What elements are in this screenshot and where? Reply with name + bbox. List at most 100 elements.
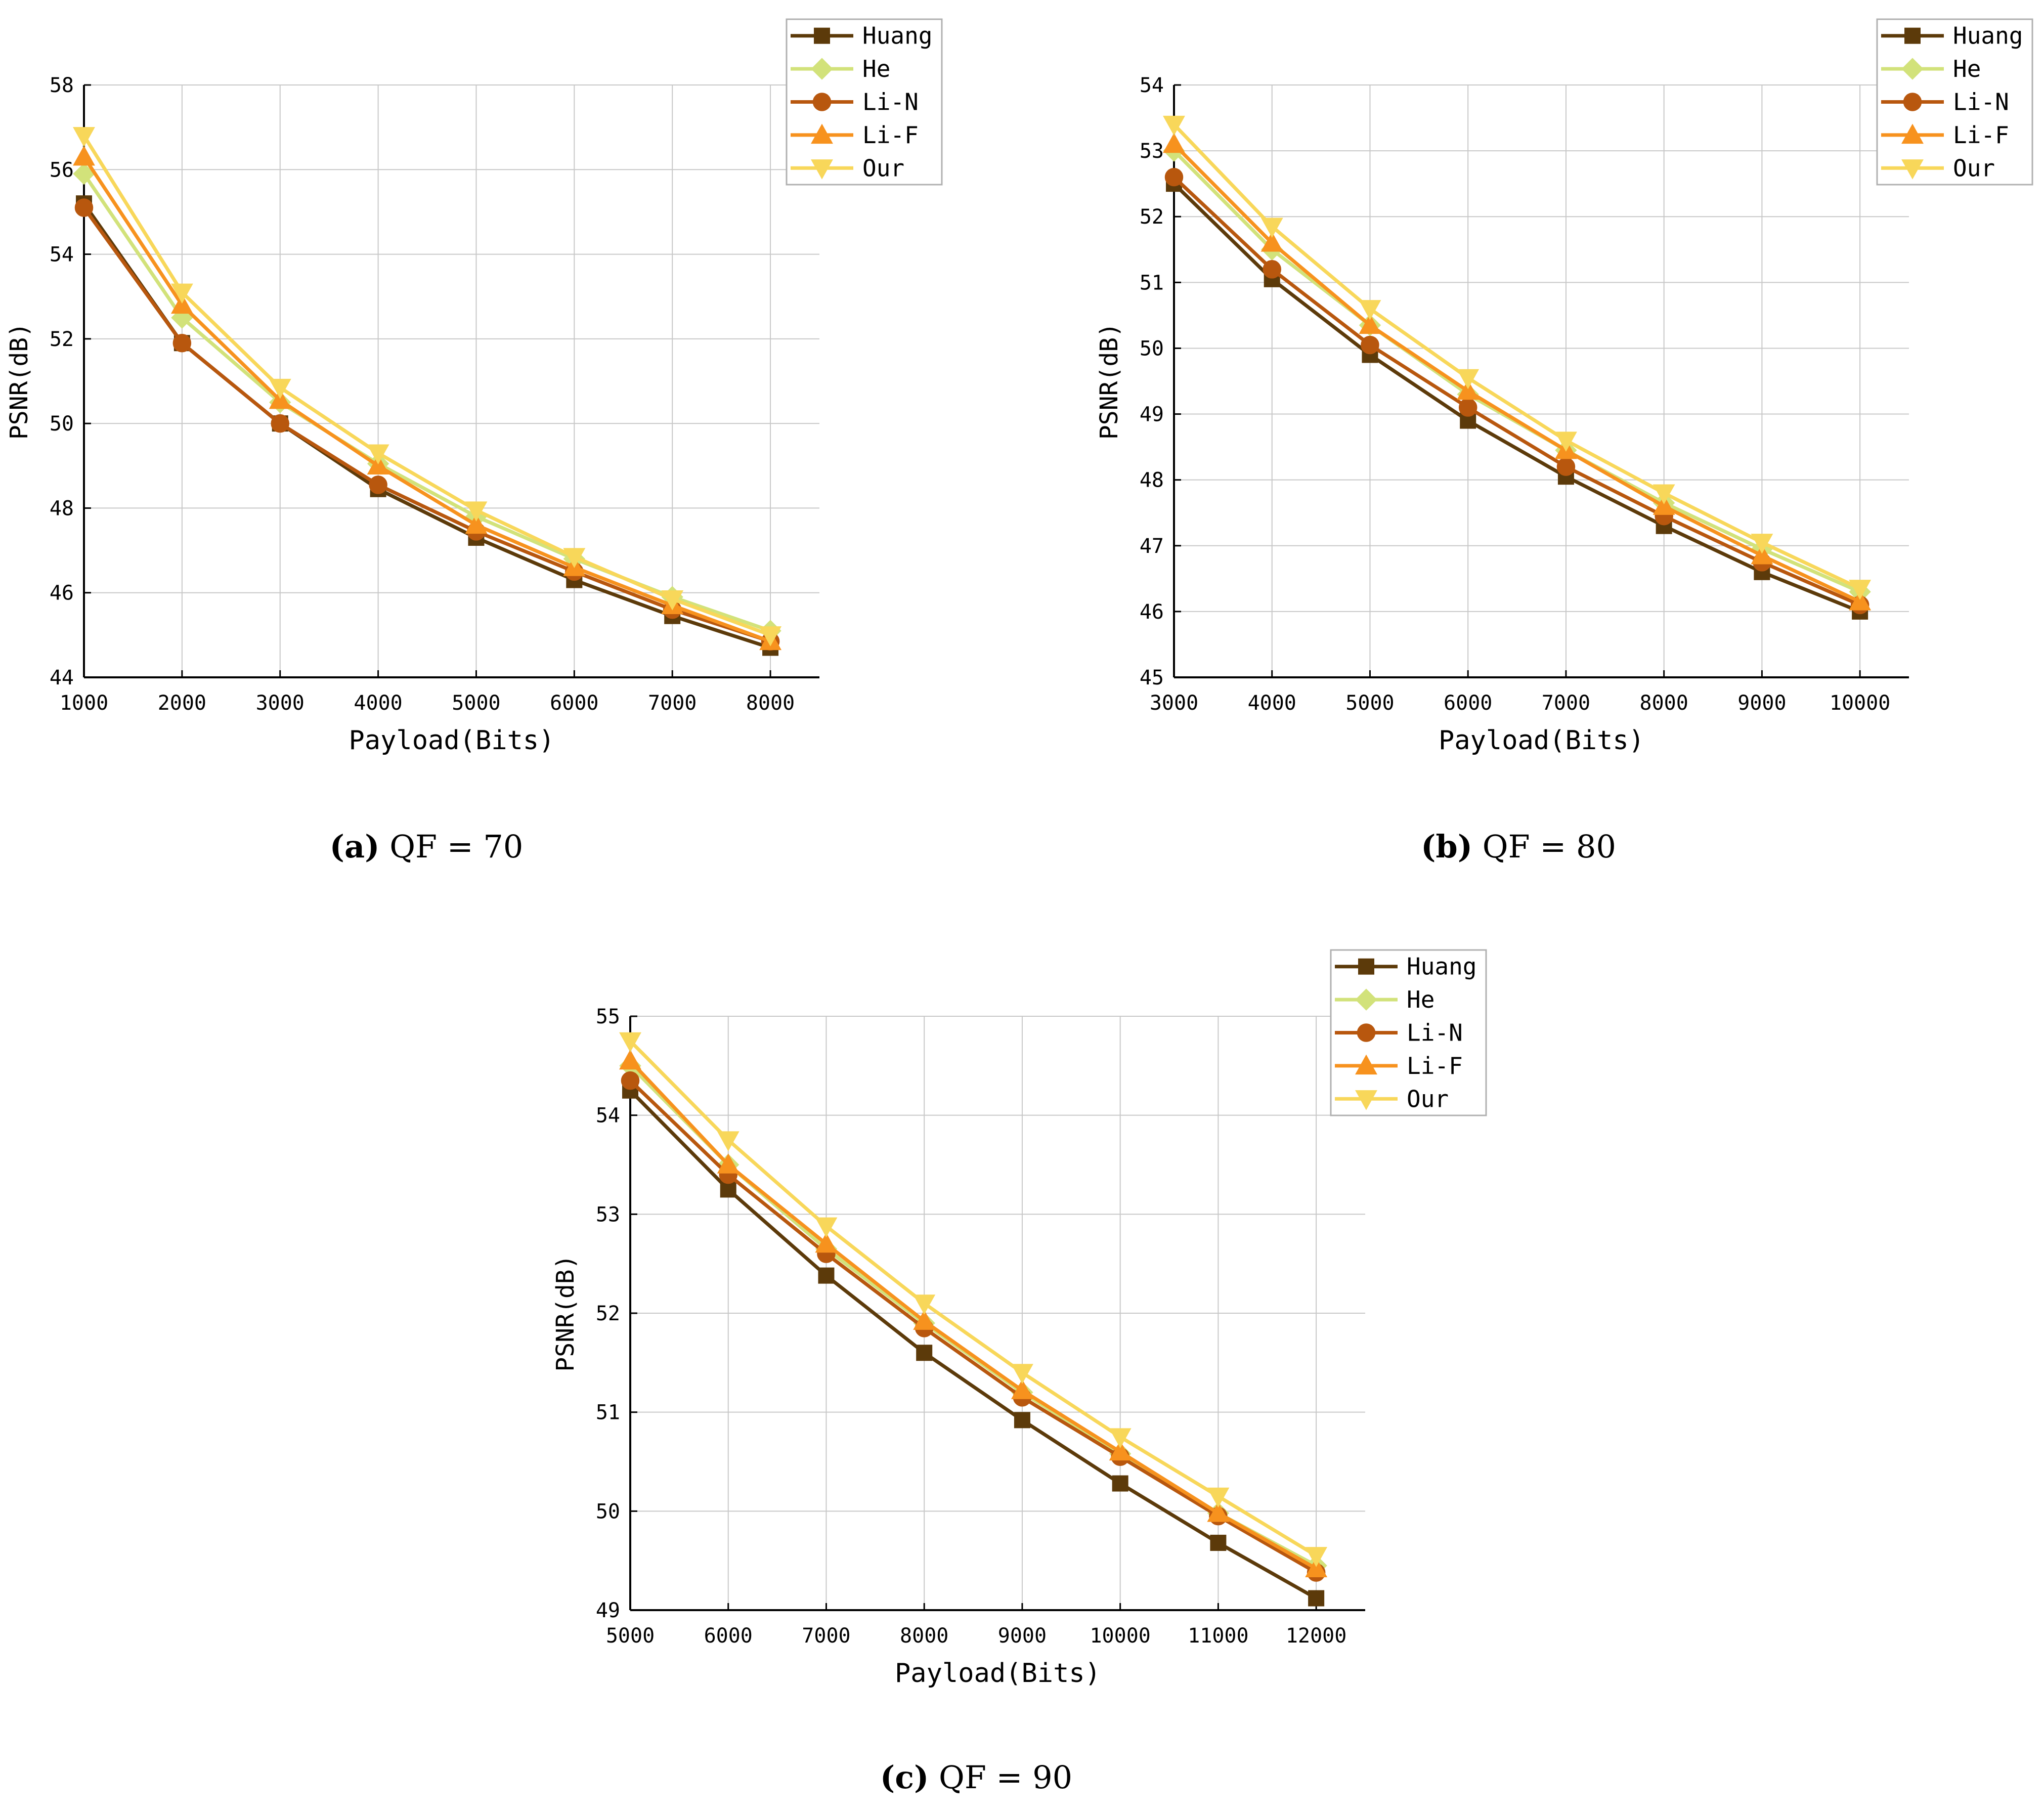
series-he	[73, 162, 781, 642]
x-tick-label: 9000	[1737, 692, 1786, 715]
series-our	[619, 1032, 1328, 1567]
y-tick-label: 52	[596, 1302, 620, 1325]
legend-marker	[1355, 1054, 1377, 1075]
data-point	[1849, 590, 1872, 611]
grid	[1174, 84, 1909, 677]
data-point	[1109, 1440, 1132, 1461]
legend-item-li-f: Li-F	[1335, 1052, 1463, 1079]
y-tick-label: 54	[50, 243, 74, 267]
legend-item-our: Our	[1335, 1085, 1449, 1112]
chart-panel-1: 1000 2000 3000 4000 5000 6000 7000 8000 44 46 48 50…	[5, 18, 943, 865]
x-tick-label: 7000	[802, 1624, 850, 1648]
legend: Huang He Li-N Li-F Our	[1876, 18, 2033, 186]
y-tick-label: 54	[1140, 74, 1164, 97]
y-tick-label: 48	[1140, 469, 1164, 492]
data-point	[913, 1294, 936, 1315]
series-li-n	[74, 198, 780, 651]
data-point	[818, 1267, 835, 1284]
data-point	[269, 388, 291, 409]
series-huang	[1166, 176, 1868, 620]
data-point	[720, 1181, 736, 1198]
data-point	[1163, 115, 1185, 136]
data-point	[172, 333, 192, 353]
data-point	[1207, 1487, 1230, 1508]
y-tick-label: 45	[1140, 666, 1164, 689]
series-huang	[622, 1082, 1325, 1607]
legend-label: Huang	[862, 22, 932, 50]
legend-item-li-f: Li-F	[791, 121, 919, 149]
data-point	[1014, 1412, 1030, 1429]
x-tick-label: 3000	[1150, 692, 1198, 715]
data-point	[717, 1131, 740, 1151]
legend-item-he: He	[1881, 55, 1981, 82]
panel-caption: (b) QF = 80	[1421, 828, 1616, 865]
series-line	[82, 172, 771, 633]
data-point	[367, 454, 389, 474]
legend-marker	[1901, 123, 1924, 144]
legend-marker	[1355, 1090, 1377, 1110]
y-tick-label: 44	[50, 666, 74, 689]
legend-marker	[814, 27, 830, 44]
y-tick-label: 53	[1140, 140, 1164, 163]
panel-caption-text: QF = 70	[380, 828, 524, 865]
legend-item-he: He	[1335, 986, 1434, 1013]
legend-marker	[1355, 988, 1377, 1011]
legend-item-our: Our	[1881, 154, 1995, 182]
data-point	[916, 1345, 933, 1361]
x-tick-label: 9000	[998, 1624, 1047, 1648]
data-point	[619, 1032, 641, 1053]
data-point	[170, 283, 193, 304]
data-point	[369, 476, 387, 494]
legend-marker	[812, 93, 832, 111]
legend-item-li-n: Li-N	[1881, 89, 2009, 116]
legend: Huang He Li-N Li-F Our	[786, 18, 943, 186]
chart-panel-3: 5000 6000 7000 8000 9000 10000 11000 12000 49 50 5…	[551, 949, 1487, 1796]
y-axis-label: PSNR(dB)	[551, 1255, 580, 1371]
y-tick-label: 51	[596, 1401, 620, 1424]
data-point	[1260, 231, 1283, 252]
data-point	[563, 548, 586, 568]
x-tick-label: 5000	[452, 692, 500, 715]
data-point	[465, 501, 488, 522]
data-point	[759, 626, 782, 646]
series-line	[82, 135, 771, 637]
data-point	[1849, 580, 1872, 600]
data-point	[74, 198, 94, 217]
y-tick-label: 50	[50, 412, 74, 436]
y-axis-label: PSNR(dB)	[1095, 323, 1123, 440]
legend-label: He	[862, 55, 890, 82]
series-line	[1172, 176, 1861, 607]
series-line	[82, 202, 771, 650]
legend-item-huang: Huang	[1335, 953, 1476, 980]
x-tick-label: 4000	[1248, 692, 1296, 715]
legend-label: Li-F	[1407, 1052, 1463, 1079]
legend-marker	[1903, 93, 1922, 111]
series-li-f	[73, 145, 782, 651]
x-tick-label: 1000	[60, 692, 108, 715]
data-point	[1011, 1364, 1033, 1384]
legend-label: Li-N	[1953, 89, 2009, 116]
data-point	[1210, 1534, 1227, 1551]
legend-item-li-n: Li-N	[1335, 1019, 1463, 1047]
panel-label: (b)	[1421, 828, 1472, 865]
legend-label: Huang	[1407, 953, 1476, 980]
data-point	[269, 378, 291, 399]
data-point	[1554, 431, 1577, 452]
legend-label: Huang	[1953, 22, 2023, 50]
x-tick-label: 2000	[158, 692, 206, 715]
x-tick-label: 6000	[550, 692, 598, 715]
y-axis-label: PSNR(dB)	[5, 323, 33, 440]
legend-item-he: He	[791, 55, 890, 82]
data-point	[1263, 260, 1281, 279]
data-point	[271, 414, 289, 433]
chart-panel-2: 3000 4000 5000 6000 7000 8000 9000 10000 45 46 47 4…	[1095, 18, 2033, 865]
data-point	[1359, 314, 1381, 334]
legend-label: He	[1953, 55, 1981, 82]
series-line	[629, 1089, 1317, 1600]
data-point	[1207, 1501, 1230, 1522]
series-he	[1163, 140, 1871, 603]
legend-label: Our	[1407, 1085, 1449, 1112]
y-tick-label: 52	[1140, 205, 1164, 229]
y-tick-label: 54	[596, 1104, 620, 1128]
legend-label: Li-F	[1953, 121, 2009, 149]
